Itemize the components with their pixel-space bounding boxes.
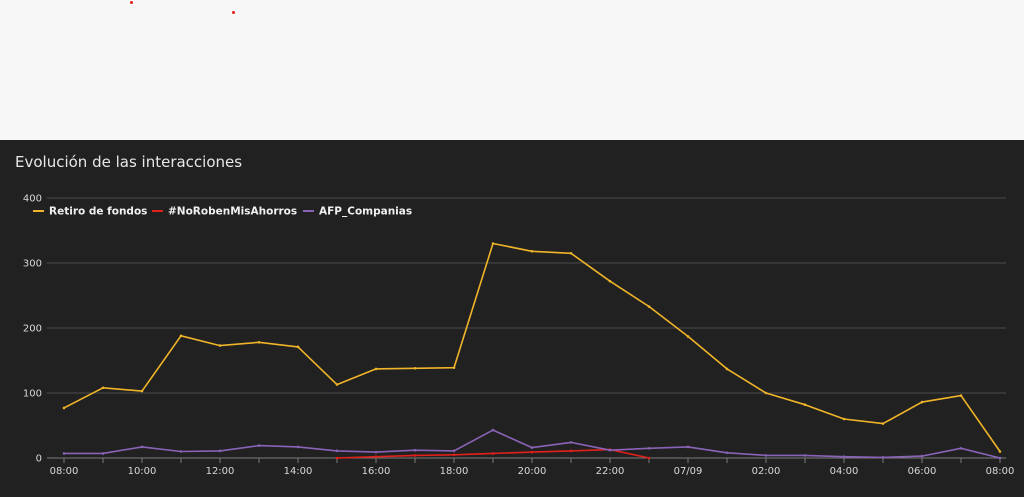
- x-tick-label: 07/09: [674, 466, 703, 477]
- data-point: [920, 400, 924, 404]
- data-point: [959, 394, 963, 397]
- data-point: [959, 446, 963, 450]
- data-point: [881, 422, 885, 425]
- x-tick-label: 18:00: [440, 466, 469, 477]
- data-point: [452, 449, 456, 453]
- y-tick-label: 300: [23, 259, 42, 270]
- data-point: [62, 406, 66, 410]
- data-point: [881, 456, 885, 459]
- data-point: [725, 451, 729, 455]
- chart-title: Evolución de las interacciones: [15, 153, 243, 171]
- data-point: [296, 445, 300, 449]
- data-point: [374, 450, 378, 454]
- data-point: [608, 448, 612, 452]
- data-point: [764, 454, 768, 457]
- series-line: [63, 242, 1001, 452]
- y-tick-label: 400: [23, 194, 42, 205]
- data-point: [257, 444, 261, 447]
- data-point: [101, 452, 105, 455]
- data-point: [569, 449, 573, 453]
- data-point: [218, 344, 222, 347]
- data-point: [413, 448, 417, 452]
- data-point: [257, 341, 261, 344]
- data-point: [452, 366, 456, 369]
- data-point: [140, 445, 144, 449]
- data-point: [647, 456, 651, 460]
- x-tick-label: 12:00: [206, 466, 235, 477]
- y-tick-label: 200: [23, 324, 42, 335]
- data-point: [530, 250, 534, 253]
- legend-label: #NoRobenMisAhorros: [168, 206, 297, 218]
- data-point: [179, 450, 183, 453]
- data-point: [920, 454, 924, 458]
- data-point: [998, 456, 1002, 460]
- data-point: [569, 251, 573, 255]
- data-point: [335, 456, 339, 460]
- data-point: [374, 455, 378, 459]
- x-tick-label: 02:00: [752, 466, 781, 477]
- data-point: [764, 391, 768, 395]
- x-tick-label: 08:00: [50, 466, 79, 477]
- data-point: [491, 242, 495, 245]
- data-point: [179, 334, 183, 338]
- data-point: [335, 383, 339, 386]
- interactions-chart-panel: Evolución de las interacciones 0 100 200 30…: [0, 140, 1024, 497]
- data-point: [998, 450, 1002, 453]
- data-point: [530, 450, 534, 454]
- data-point: [101, 386, 105, 390]
- y-tick-label: 0: [36, 454, 42, 465]
- data-point: [296, 345, 300, 349]
- data-point: [803, 403, 807, 407]
- data-point: [569, 441, 573, 444]
- data-point: [335, 449, 339, 453]
- marker-dot: [232, 11, 235, 14]
- data-point: [608, 279, 612, 283]
- x-tick-label: 20:00: [518, 466, 547, 477]
- line-chart: 0 100 200 300 400 08:00 10:00 12:00 14:00 16:00 18…: [23, 194, 1015, 478]
- data-point: [725, 367, 729, 371]
- data-point: [413, 454, 417, 457]
- data-point: [647, 305, 651, 308]
- data-point: [374, 367, 378, 371]
- data-point: [842, 455, 846, 459]
- x-tick-label: 14:00: [284, 466, 313, 477]
- data-point: [647, 446, 651, 450]
- data-point: [842, 417, 846, 421]
- data-point: [140, 389, 144, 393]
- data-point: [452, 453, 456, 457]
- marker-dot: [130, 1, 133, 4]
- x-tick-label: 04:00: [830, 466, 859, 477]
- data-point: [491, 428, 495, 432]
- x-tick-label: 06:00: [908, 466, 937, 477]
- x-tick-label: 16:00: [362, 466, 391, 477]
- x-tick-label: 22:00: [596, 466, 625, 477]
- legend-label: Retiro de fondos: [49, 206, 147, 218]
- x-tick-label: 08:00: [986, 466, 1015, 477]
- data-point: [803, 454, 807, 457]
- data-point: [62, 452, 66, 455]
- y-tick-label: 100: [23, 389, 42, 400]
- data-point: [413, 367, 417, 370]
- legend-label: AFP_Companias: [319, 206, 412, 218]
- data-point: [686, 445, 690, 449]
- data-point: [686, 335, 690, 338]
- data-point: [218, 449, 222, 453]
- x-tick-label: 10:00: [128, 466, 157, 477]
- data-point: [530, 446, 534, 449]
- series-line: [64, 429, 1001, 459]
- top-blank-area: [0, 0, 1024, 140]
- data-point: [491, 452, 495, 455]
